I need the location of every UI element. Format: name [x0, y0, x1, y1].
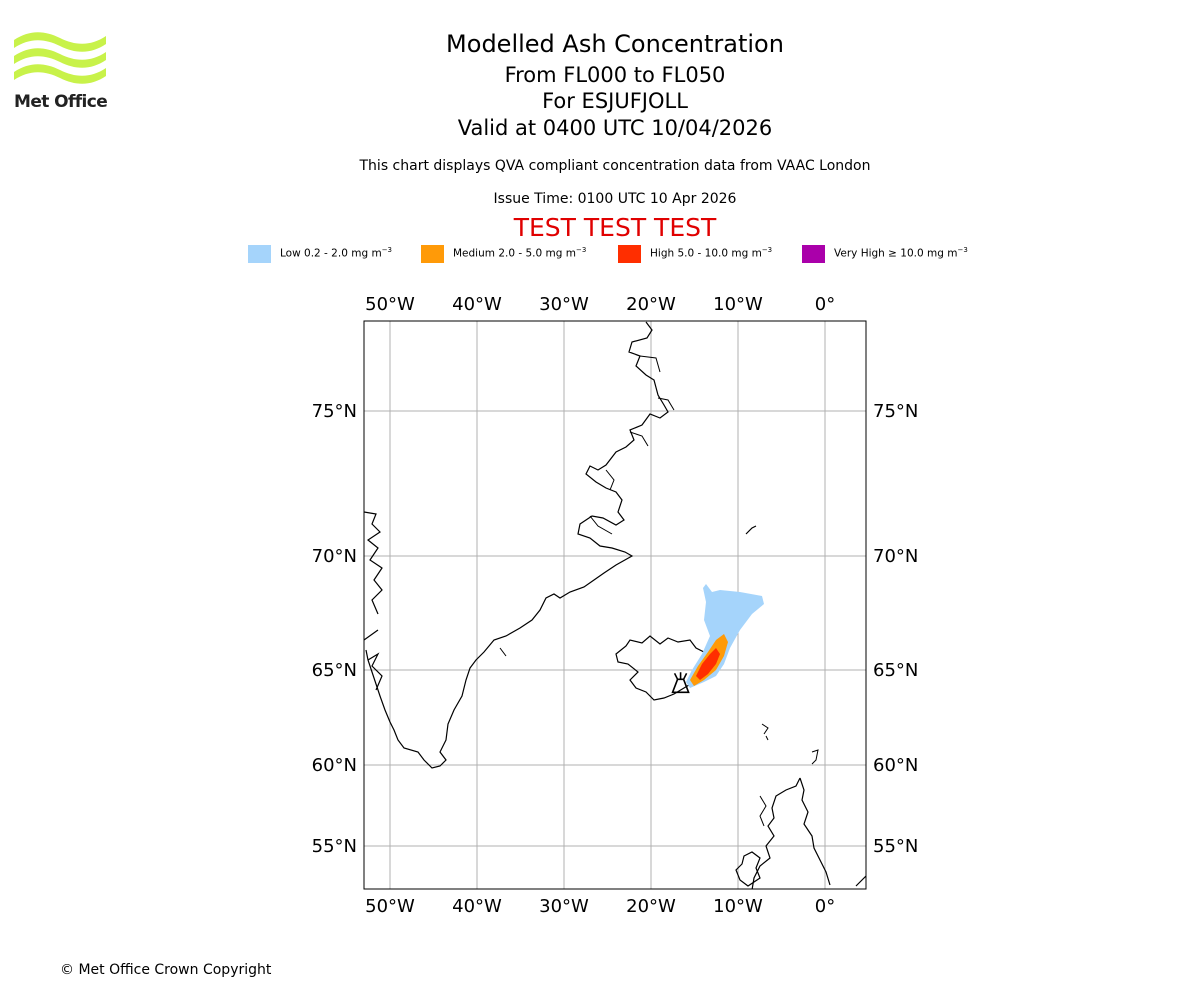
legend-swatch-high: [618, 245, 641, 263]
chart-title: Modelled Ash Concentration: [446, 30, 784, 58]
latitude-tick-label: 60°N: [873, 755, 918, 776]
latitude-tick-label: 70°N: [312, 546, 357, 567]
latitude-tick-label: 65°N: [873, 660, 918, 681]
ash-high-region: [696, 648, 720, 680]
met-office-logo-icon: [14, 32, 106, 84]
map-frame: [363, 320, 867, 890]
issue-time: Issue Time: 0100 UTC 10 Apr 2026: [493, 191, 737, 207]
longitude-tick-label: 30°W: [539, 294, 589, 315]
legend-swatch-very-high: [802, 245, 825, 263]
latitude-tick-label: 55°N: [312, 836, 357, 857]
valid-time: Valid at 0400 UTC 10/04/2026: [457, 116, 773, 140]
longitude-tick-label: 10°W: [713, 896, 763, 917]
latitude-tick-label: 75°N: [312, 401, 357, 422]
longitude-tick-label: 50°W: [365, 896, 415, 917]
test-banner: TEST TEST TEST: [513, 213, 717, 242]
logo-wordmark: Met Office: [14, 92, 108, 112]
longitude-tick-label: 30°W: [539, 896, 589, 917]
longitude-tick-label: 50°W: [365, 294, 415, 315]
latitude-tick-label: 60°N: [312, 755, 357, 776]
legend-label-very-high: Very High ≥ 10.0 mg m−3: [834, 246, 968, 260]
legend-swatch-medium: [421, 245, 444, 263]
longitude-tick-label: 40°W: [452, 896, 502, 917]
longitude-tick-label: 0°: [815, 294, 835, 315]
greenland-coastline: [365, 321, 669, 769]
latitude-ticks-right: 75°N 70°N 65°N 60°N 55°N: [873, 401, 918, 857]
longitude-tick-label: 20°W: [626, 294, 676, 315]
copyright-notice: © Met Office Crown Copyright: [60, 962, 272, 978]
longitude-tick-label: 40°W: [452, 294, 502, 315]
latitude-tick-label: 70°N: [873, 546, 918, 567]
latitude-tick-label: 75°N: [873, 401, 918, 422]
latitude-tick-label: 55°N: [873, 836, 918, 857]
ash-plume: [686, 584, 764, 688]
longitude-tick-label: 0°: [815, 896, 835, 917]
flight-level-range: From FL000 to FL050: [504, 63, 726, 87]
legend-label-low: Low 0.2 - 2.0 mg m−3: [280, 246, 393, 260]
latitude-tick-label: 65°N: [312, 660, 357, 681]
volcano-name: For ESJUFJOLL: [542, 89, 688, 113]
longitude-tick-label: 10°W: [713, 294, 763, 315]
legend-label-medium: Medium 2.0 - 5.0 mg m−3: [453, 246, 587, 260]
legend-swatch-low: [248, 245, 271, 263]
legend-label-high: High 5.0 - 10.0 mg m−3: [650, 246, 773, 260]
longitude-ticks-top: 50°W 40°W 30°W 20°W 10°W 0°: [365, 294, 835, 315]
volcano-icon: [671, 672, 690, 694]
coastlines: [364, 321, 866, 889]
chart-subtitle: This chart displays QVA compliant concen…: [359, 158, 871, 174]
longitude-tick-label: 20°W: [626, 896, 676, 917]
longitude-ticks-bottom: 50°W 40°W 30°W 20°W 10°W 0°: [365, 896, 835, 917]
latitude-ticks-left: 75°N 70°N 65°N 60°N 55°N: [312, 401, 357, 857]
map-gridlines: [364, 321, 866, 889]
uk-coastline: [751, 777, 831, 889]
